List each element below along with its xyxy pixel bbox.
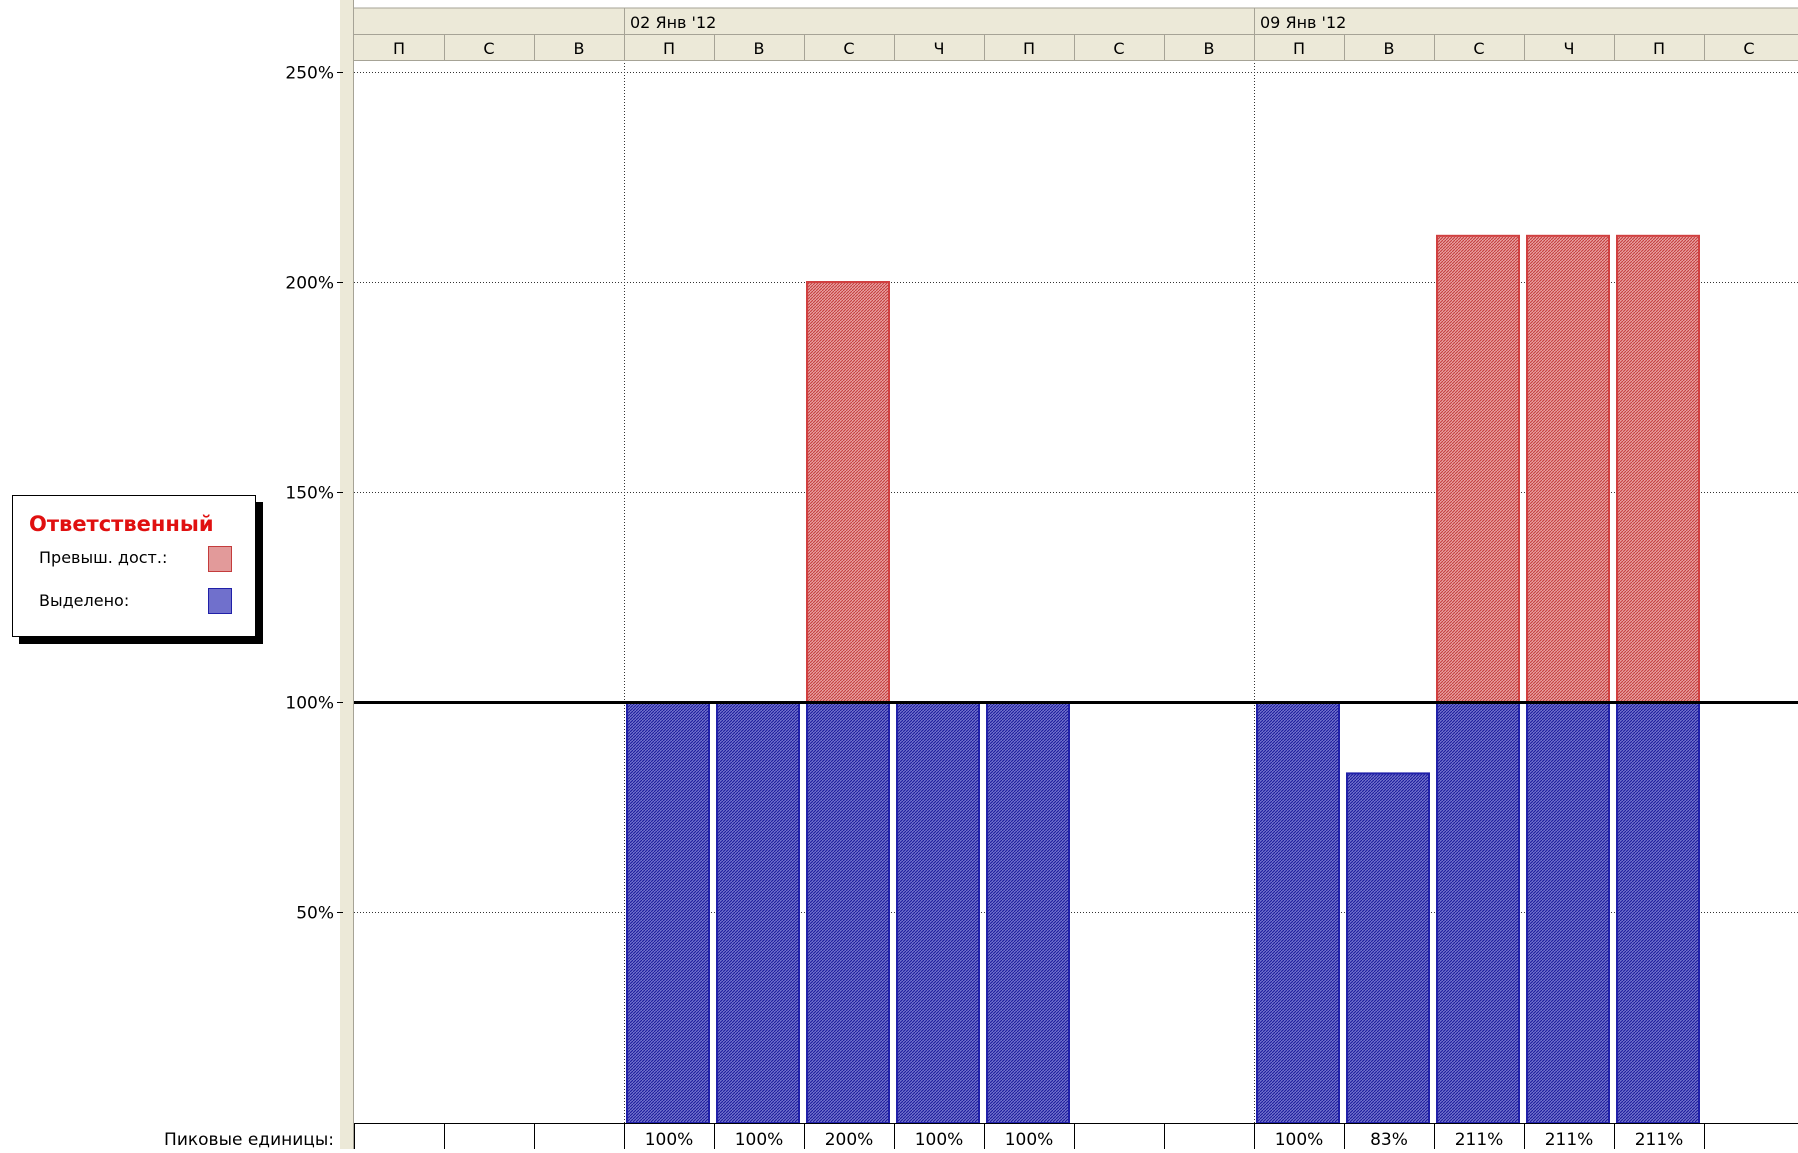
day-label: П xyxy=(1023,39,1035,58)
peak-value: 100% xyxy=(645,1130,694,1149)
legend-title: Ответственный xyxy=(29,512,214,536)
day-label: С xyxy=(843,39,854,58)
bar-overallocated xyxy=(806,281,890,703)
peak-value: 200% xyxy=(825,1130,874,1149)
day-label: С xyxy=(1113,39,1124,58)
bar-allocated xyxy=(1616,701,1700,1124)
y-tick-label: 250% xyxy=(285,64,334,84)
day-label: Ч xyxy=(1564,39,1575,58)
legend-label-allocated: Выделено: xyxy=(39,591,130,610)
peak-value: 83% xyxy=(1370,1130,1408,1149)
peak-value: 100% xyxy=(735,1130,784,1149)
y-tick-label: 50% xyxy=(296,904,334,924)
legend-swatch-allocated xyxy=(208,588,232,614)
bar-overallocated xyxy=(1616,234,1700,704)
day-label: П xyxy=(1653,39,1665,58)
day-label: В xyxy=(574,39,585,58)
gutter-strip xyxy=(340,0,354,1149)
y-tick-label: 100% xyxy=(285,694,334,714)
bar-allocated xyxy=(1346,772,1430,1125)
bar-allocated xyxy=(806,701,890,1124)
peak-value: 211% xyxy=(1455,1130,1504,1149)
legend-label-overallocated: Превыш. дост.: xyxy=(39,548,168,567)
legend: Ответственный Превыш. дост.: Выделено: xyxy=(12,495,256,637)
peak-row-bg xyxy=(354,1123,1798,1149)
day-label: П xyxy=(1293,39,1305,58)
bar-allocated xyxy=(1526,701,1610,1124)
week-header-label: 09 Янв '12 xyxy=(1260,13,1346,32)
week-header-label: 02 Янв '12 xyxy=(630,13,716,32)
bar-allocated xyxy=(626,701,710,1124)
day-label: С xyxy=(1743,39,1754,58)
day-label: В xyxy=(1384,39,1395,58)
bar-allocated xyxy=(896,701,980,1124)
bar-overallocated xyxy=(1436,234,1520,704)
bar-allocated xyxy=(1256,701,1340,1124)
peak-value: 100% xyxy=(915,1130,964,1149)
bar-allocated xyxy=(986,701,1070,1124)
day-label: В xyxy=(1204,39,1215,58)
day-label: С xyxy=(483,39,494,58)
peak-value: 100% xyxy=(1005,1130,1054,1149)
peak-value: 211% xyxy=(1635,1130,1684,1149)
day-label: Ч xyxy=(934,39,945,58)
day-label: П xyxy=(663,39,675,58)
bar-allocated xyxy=(716,701,800,1124)
y-tick-label: 200% xyxy=(285,274,334,294)
day-label: С xyxy=(1473,39,1484,58)
peak-value: 100% xyxy=(1275,1130,1324,1149)
y-tick-label: 150% xyxy=(285,484,334,504)
legend-swatch-overallocated xyxy=(208,546,232,572)
peak-units-label: Пиковые единицы: xyxy=(164,1130,334,1149)
day-label: В xyxy=(754,39,765,58)
bar-allocated xyxy=(1436,701,1520,1124)
bar-overallocated xyxy=(1526,234,1610,704)
day-label: П xyxy=(393,39,405,58)
peak-value: 211% xyxy=(1545,1130,1594,1149)
